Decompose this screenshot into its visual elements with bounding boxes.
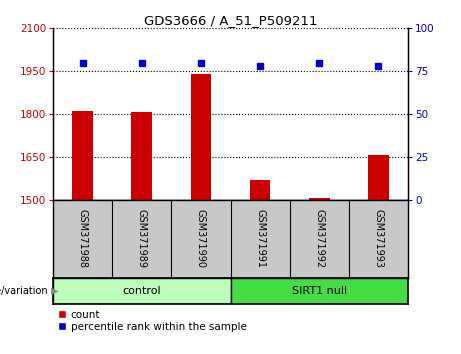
Text: GDS3666 / A_51_P509211: GDS3666 / A_51_P509211 [144,13,317,27]
Bar [190,74,211,200]
Text: GSM371992: GSM371992 [314,209,324,269]
Bar [131,112,152,200]
Text: GSM371989: GSM371989 [137,210,147,268]
Text: SIRT1 null: SIRT1 null [292,286,347,296]
Text: GSM371990: GSM371990 [196,210,206,268]
Bar [250,180,271,200]
Bar [53,278,230,304]
Text: GSM371993: GSM371993 [373,210,384,268]
Bar [72,111,93,200]
Bar [368,155,389,200]
Text: genotype/variation: genotype/variation [0,286,51,296]
Legend: count, percentile rank within the sample: count, percentile rank within the sample [58,310,247,332]
Text: GSM371991: GSM371991 [255,210,265,268]
Text: GSM371988: GSM371988 [77,210,88,268]
Bar [309,198,330,200]
Bar [230,278,408,304]
Text: control: control [123,286,161,296]
Text: ▶: ▶ [51,286,58,296]
